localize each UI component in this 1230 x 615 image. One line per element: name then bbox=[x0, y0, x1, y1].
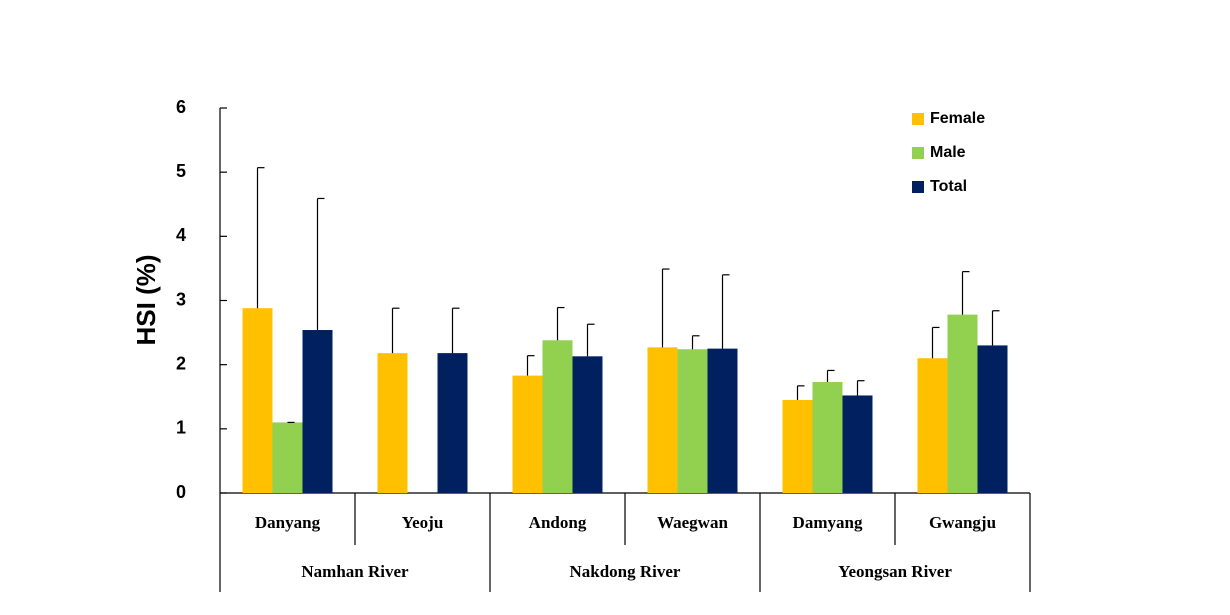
y-tick-label: 2 bbox=[176, 353, 186, 373]
bar bbox=[782, 399, 813, 493]
y-tick-label: 5 bbox=[176, 161, 186, 181]
y-tick-label: 1 bbox=[176, 418, 186, 438]
legend-swatch bbox=[912, 147, 924, 159]
x-tick-label: Waegwan bbox=[657, 513, 728, 532]
group-label: Yeongsan River bbox=[838, 562, 952, 581]
x-tick-label: Danyang bbox=[255, 513, 321, 532]
legend-swatch bbox=[912, 113, 924, 125]
legend-label: Male bbox=[930, 144, 966, 161]
bar bbox=[707, 348, 738, 493]
bar bbox=[242, 308, 273, 493]
group-label: Nakdong River bbox=[570, 562, 681, 581]
y-axis-title: HSI (%) bbox=[131, 255, 161, 346]
bar bbox=[272, 422, 303, 493]
bar bbox=[812, 381, 843, 493]
bar bbox=[572, 356, 603, 493]
bar bbox=[542, 340, 573, 493]
legend-label: Total bbox=[930, 178, 967, 195]
bar bbox=[947, 314, 978, 493]
bar bbox=[437, 353, 468, 493]
x-tick-label: Damyang bbox=[793, 513, 863, 532]
legend-label: Female bbox=[930, 110, 985, 127]
bar bbox=[917, 358, 948, 493]
y-tick-label: 0 bbox=[176, 482, 186, 502]
bar bbox=[377, 353, 408, 493]
bar bbox=[842, 395, 873, 493]
y-tick-label: 4 bbox=[176, 225, 186, 245]
y-tick-label: 6 bbox=[176, 97, 186, 117]
y-tick-label: 3 bbox=[176, 289, 186, 309]
group-label: Namhan River bbox=[301, 562, 409, 581]
legend-swatch bbox=[912, 181, 924, 193]
bar bbox=[677, 349, 708, 493]
bar bbox=[512, 375, 543, 493]
bar bbox=[302, 330, 333, 493]
x-tick-label: Yeoju bbox=[402, 513, 444, 532]
x-tick-label: Andong bbox=[529, 513, 587, 532]
bar bbox=[977, 345, 1008, 493]
x-tick-label: Gwangju bbox=[929, 513, 996, 532]
bar bbox=[647, 347, 678, 493]
